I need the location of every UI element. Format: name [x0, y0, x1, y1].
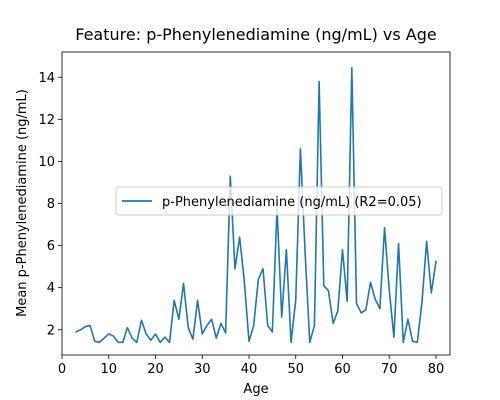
x-tick-label: 10: [100, 362, 117, 377]
y-axis: 2 4 6 8 10 12 14: [38, 71, 62, 338]
x-tick-label: 20: [147, 362, 164, 377]
x-tick-label: 60: [334, 362, 351, 377]
y-tick-label: 14: [38, 71, 55, 86]
legend-label: p-Phenylenediamine (ng/mL) (R2=0.05): [162, 195, 422, 210]
y-tick-label: 8: [47, 197, 55, 212]
y-tick-label: 12: [38, 113, 55, 128]
y-tick-label: 4: [47, 281, 55, 296]
x-tick-label: 40: [241, 362, 258, 377]
x-axis: 0 10 20 30 40 50 60 70 80: [58, 355, 444, 377]
series-line-0: [75, 66, 437, 344]
x-tick-label: 80: [428, 362, 445, 377]
y-axis-label: Mean p-Phenylenediamine (ng/mL): [15, 89, 30, 317]
y-tick-label: 10: [38, 155, 55, 170]
legend-box: [115, 186, 443, 216]
chart-title: Feature: p-Phenylenediamine (ng/mL) vs A…: [75, 25, 436, 44]
legend: p-Phenylenediamine (ng/mL) (R2=0.05): [115, 186, 443, 216]
x-tick-label: 50: [287, 362, 304, 377]
x-tick-label: 30: [194, 362, 211, 377]
x-tick-label: 0: [58, 362, 66, 377]
x-tick-label: 70: [381, 362, 398, 377]
y-tick-label: 6: [47, 239, 55, 254]
y-tick-label: 2: [47, 323, 55, 338]
x-axis-label: Age: [243, 382, 268, 397]
